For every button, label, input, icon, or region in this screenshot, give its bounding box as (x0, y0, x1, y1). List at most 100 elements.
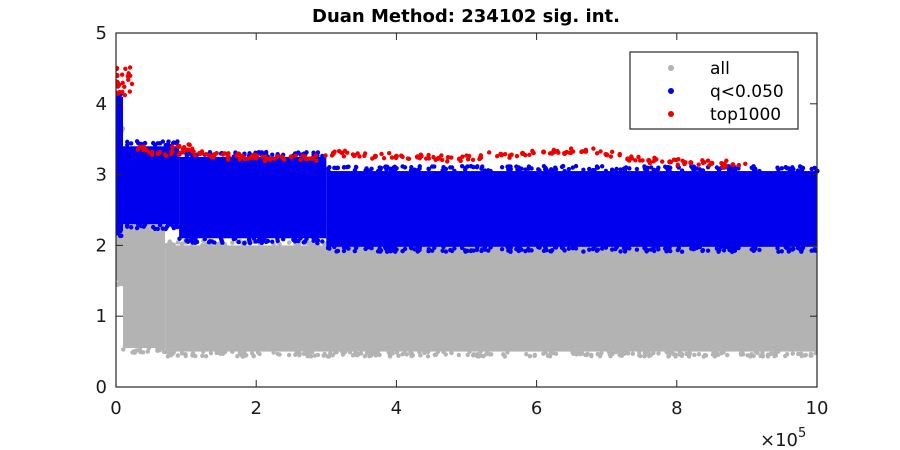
point (131, 349, 136, 354)
top1000-point-jitter (431, 154, 436, 160)
point (352, 352, 358, 357)
point (523, 248, 528, 254)
point (796, 351, 801, 357)
top1000-point-jitter (242, 156, 248, 162)
point (125, 139, 130, 145)
point (425, 349, 431, 355)
point (257, 351, 262, 357)
point (259, 240, 265, 246)
point (146, 345, 152, 351)
point (320, 153, 325, 159)
point (200, 349, 206, 354)
point (790, 351, 795, 356)
point (716, 166, 721, 172)
top1000-point-jitter (477, 156, 482, 162)
top1000-point-jitter (393, 155, 399, 161)
point (603, 168, 609, 174)
top1000-point-jitter (122, 84, 127, 89)
series-top1000 (116, 65, 748, 169)
legend-marker-1 (668, 88, 674, 94)
point (449, 350, 454, 356)
point (634, 247, 640, 252)
top1000-point-jitter (439, 153, 444, 158)
point (230, 240, 235, 245)
point (315, 238, 321, 243)
point (623, 350, 629, 355)
point (566, 166, 572, 172)
point (505, 350, 510, 355)
point (353, 165, 359, 170)
point (697, 244, 702, 250)
top1000-point-jitter (116, 79, 120, 84)
point (795, 245, 801, 251)
point (656, 351, 661, 356)
point (684, 351, 689, 357)
point (799, 353, 804, 359)
point (712, 354, 718, 359)
point (553, 167, 559, 172)
point (541, 248, 547, 253)
top1000-point-jitter (514, 153, 520, 159)
point (141, 224, 147, 229)
point (145, 349, 150, 354)
point (129, 141, 134, 146)
top1000-point-jitter (126, 77, 131, 83)
point (334, 349, 339, 355)
x-axis-multiplier-base: ×10 (760, 430, 798, 450)
point (396, 353, 401, 359)
point (536, 244, 541, 250)
top1000-point-jitter (502, 151, 508, 157)
top1000-point-jitter (647, 160, 653, 166)
top1000-point-jitter (329, 153, 335, 158)
point (751, 353, 756, 359)
top1000-point-jitter (652, 157, 658, 163)
top1000-point-jitter (464, 153, 469, 158)
top1000-point-jitter (362, 153, 367, 158)
point (163, 143, 168, 148)
point (200, 353, 205, 359)
point (330, 353, 335, 358)
top1000-point-jitter (707, 162, 712, 168)
point (251, 236, 257, 241)
point (230, 349, 235, 354)
top1000-point-jitter (381, 155, 387, 161)
point (570, 246, 576, 251)
point (426, 166, 431, 172)
point (209, 239, 215, 244)
top1000-point-jitter (253, 155, 258, 160)
point (646, 353, 652, 359)
point (570, 165, 576, 170)
top1000-point-jitter (339, 150, 345, 156)
point (736, 166, 741, 171)
point (432, 245, 437, 250)
top1000-point-1 (116, 72, 120, 79)
point (583, 352, 588, 358)
point (270, 239, 275, 244)
point (791, 167, 796, 172)
point (465, 352, 470, 358)
top1000-point-37 (730, 162, 736, 168)
plot-area (116, 65, 820, 359)
point (275, 236, 280, 242)
point (315, 150, 321, 155)
point (408, 349, 413, 355)
point (449, 165, 455, 170)
point (247, 240, 253, 246)
point (613, 349, 618, 355)
top1000-point-jitter (494, 153, 500, 159)
point (363, 168, 368, 173)
top1000-point-jitter (341, 154, 347, 159)
top1000-point-jitter (123, 66, 128, 71)
top1000-point-jitter (332, 149, 337, 154)
chart-title: Duan Method: 234102 sig. int. (312, 6, 620, 27)
top1000-point-jitter (119, 72, 125, 77)
point (415, 168, 420, 173)
legend-marker-2 (668, 111, 674, 117)
top1000-point-28 (541, 149, 547, 155)
point (483, 352, 489, 357)
legend-label-0: all (710, 59, 730, 79)
top1000-point-jitter (117, 89, 122, 95)
point (689, 246, 694, 251)
point (417, 245, 422, 250)
point (202, 236, 208, 242)
